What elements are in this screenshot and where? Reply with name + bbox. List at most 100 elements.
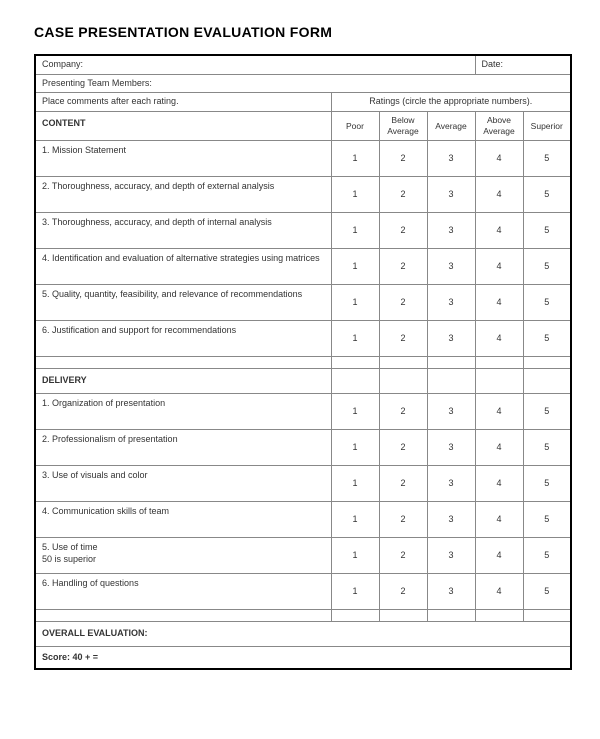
rating-cell[interactable]: 3 [427, 321, 475, 357]
rating-cell[interactable]: 4 [475, 213, 523, 249]
rating-cell[interactable]: 5 [523, 429, 571, 465]
rating-cell[interactable]: 3 [427, 537, 475, 573]
section-row-delivery: DELIVERY [35, 369, 571, 394]
rating-cell[interactable]: 4 [475, 249, 523, 285]
table-row: 4. Communication skills of team 1 2 3 4 … [35, 501, 571, 537]
rating-cell[interactable]: 2 [379, 321, 427, 357]
rating-cell[interactable]: 4 [475, 321, 523, 357]
rating-cell[interactable]: 3 [427, 465, 475, 501]
rating-cell[interactable]: 3 [427, 501, 475, 537]
rating-cell[interactable]: 1 [331, 465, 379, 501]
table-row: 2. Thoroughness, accuracy, and depth of … [35, 177, 571, 213]
table-row: 3. Use of visuals and color 1 2 3 4 5 [35, 465, 571, 501]
rating-cell[interactable]: 4 [475, 177, 523, 213]
rating-cell[interactable]: 1 [331, 321, 379, 357]
form-title: CASE PRESENTATION EVALUATION FORM [34, 24, 572, 40]
rating-cell[interactable]: 1 [331, 213, 379, 249]
rating-cell[interactable]: 5 [523, 465, 571, 501]
overall-label: OVERALL EVALUATION: [35, 621, 571, 646]
score-label: Score: 40 + = [35, 646, 571, 669]
rating-cell[interactable]: 2 [379, 177, 427, 213]
rating-cell[interactable]: 2 [379, 501, 427, 537]
table-row: 4. Identification and evaluation of alte… [35, 249, 571, 285]
rating-cell[interactable]: 5 [523, 249, 571, 285]
rating-cell[interactable]: 2 [379, 465, 427, 501]
rating-cell[interactable]: 1 [331, 141, 379, 177]
rating-cell[interactable]: 1 [331, 249, 379, 285]
table-row: 1. Mission Statement 1 2 3 4 5 [35, 141, 571, 177]
item-label: 2. Thoroughness, accuracy, and depth of … [35, 177, 331, 213]
rating-cell[interactable]: 5 [523, 573, 571, 609]
rating-cell[interactable]: 3 [427, 393, 475, 429]
item-label: 5. Quality, quantity, feasibility, and r… [35, 285, 331, 321]
rating-cell[interactable]: 4 [475, 465, 523, 501]
rating-cell[interactable]: 4 [475, 141, 523, 177]
rating-cell[interactable]: 4 [475, 501, 523, 537]
rating-cell[interactable]: 5 [523, 501, 571, 537]
table-row: 2. Professionalism of presentation 1 2 3… [35, 429, 571, 465]
spacer-row [35, 609, 571, 621]
item-label: 6. Justification and support for recomme… [35, 321, 331, 357]
table-row: 6. Handling of questions 1 2 3 4 5 [35, 573, 571, 609]
item-label: 4. Identification and evaluation of alte… [35, 249, 331, 285]
col-poor: Poor [331, 112, 379, 141]
team-label: Presenting Team Members: [35, 74, 571, 93]
spacer-row [35, 357, 571, 369]
table-row: 1. Organization of presentation 1 2 3 4 … [35, 393, 571, 429]
rating-cell[interactable]: 1 [331, 429, 379, 465]
rating-cell[interactable]: 3 [427, 213, 475, 249]
table-row: 5. Use of time 50 is superior 1 2 3 4 5 [35, 537, 571, 573]
evaluation-table: Company: Date: Presenting Team Members: … [34, 54, 572, 670]
col-superior: Superior [523, 112, 571, 141]
rating-cell[interactable]: 1 [331, 393, 379, 429]
rating-cell[interactable]: 2 [379, 213, 427, 249]
rating-cell[interactable]: 2 [379, 249, 427, 285]
rating-cell[interactable]: 5 [523, 285, 571, 321]
item-label: 1. Mission Statement [35, 141, 331, 177]
rating-cell[interactable]: 3 [427, 285, 475, 321]
col-average: Average [427, 112, 475, 141]
item-label: 3. Thoroughness, accuracy, and depth of … [35, 213, 331, 249]
item-label: 4. Communication skills of team [35, 501, 331, 537]
team-row: Presenting Team Members: [35, 74, 571, 93]
item-label: 1. Organization of presentation [35, 393, 331, 429]
col-below: Below Average [379, 112, 427, 141]
score-row: Score: 40 + = [35, 646, 571, 669]
rating-cell[interactable]: 1 [331, 285, 379, 321]
column-header-row: CONTENT Poor Below Average Average Above… [35, 112, 571, 141]
rating-cell[interactable]: 3 [427, 429, 475, 465]
rating-cell[interactable]: 5 [523, 177, 571, 213]
table-row: 6. Justification and support for recomme… [35, 321, 571, 357]
item-label: 5. Use of time 50 is superior [35, 537, 331, 573]
rating-cell[interactable]: 3 [427, 573, 475, 609]
item-label: 3. Use of visuals and color [35, 465, 331, 501]
rating-cell[interactable]: 5 [523, 321, 571, 357]
company-date-row: Company: Date: [35, 55, 571, 74]
rating-cell[interactable]: 2 [379, 285, 427, 321]
rating-cell[interactable]: 4 [475, 285, 523, 321]
rating-cell[interactable]: 5 [523, 537, 571, 573]
rating-cell[interactable]: 2 [379, 141, 427, 177]
rating-cell[interactable]: 5 [523, 213, 571, 249]
rating-cell[interactable]: 5 [523, 393, 571, 429]
rating-cell[interactable]: 2 [379, 537, 427, 573]
rating-cell[interactable]: 2 [379, 429, 427, 465]
table-row: 3. Thoroughness, accuracy, and depth of … [35, 213, 571, 249]
rating-cell[interactable]: 3 [427, 141, 475, 177]
rating-cell[interactable]: 4 [475, 393, 523, 429]
rating-cell[interactable]: 2 [379, 393, 427, 429]
rating-cell[interactable]: 4 [475, 573, 523, 609]
ratings-label: Ratings (circle the appropriate numbers)… [331, 93, 571, 112]
company-label: Company: [35, 55, 475, 74]
rating-cell[interactable]: 2 [379, 573, 427, 609]
rating-cell[interactable]: 1 [331, 537, 379, 573]
rating-cell[interactable]: 1 [331, 501, 379, 537]
rating-cell[interactable]: 4 [475, 537, 523, 573]
rating-cell[interactable]: 3 [427, 249, 475, 285]
rating-cell[interactable]: 5 [523, 141, 571, 177]
rating-cell[interactable]: 4 [475, 429, 523, 465]
rating-cell[interactable]: 3 [427, 177, 475, 213]
item-label: 2. Professionalism of presentation [35, 429, 331, 465]
rating-cell[interactable]: 1 [331, 177, 379, 213]
rating-cell[interactable]: 1 [331, 573, 379, 609]
